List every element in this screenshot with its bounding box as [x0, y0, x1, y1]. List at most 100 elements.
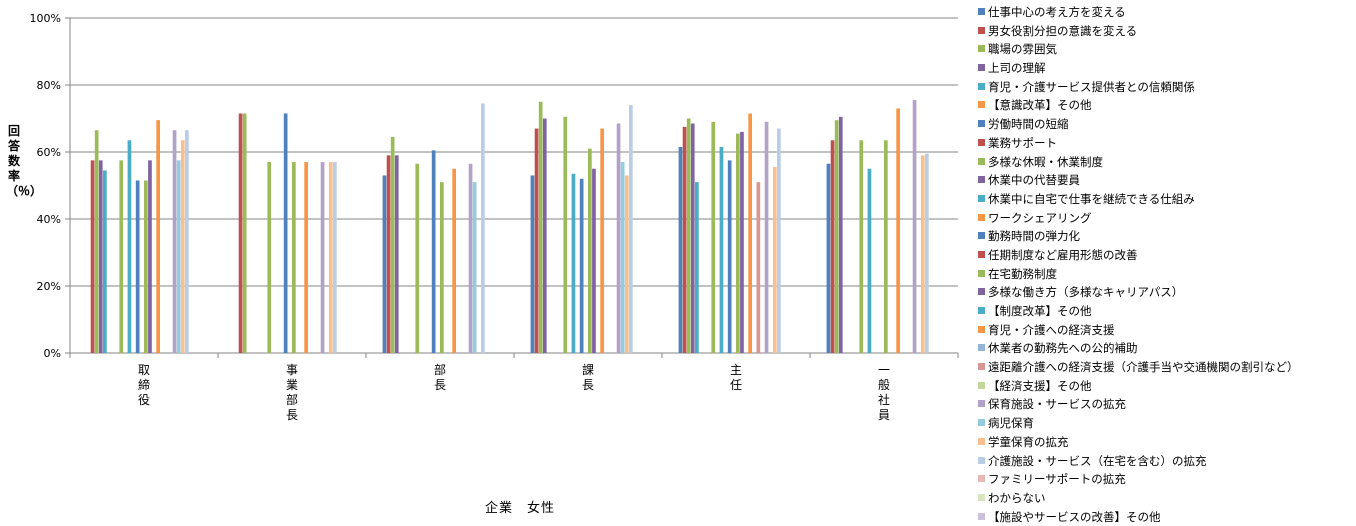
bar [267, 162, 272, 353]
bar [736, 133, 740, 353]
legend-item: 休業中の代替要員 [978, 171, 1356, 190]
legend-label: 育児・介護への経済支援 [988, 322, 1115, 337]
x-tick-label: 長 [286, 408, 298, 422]
bar [127, 140, 132, 353]
legend-swatch [978, 26, 985, 34]
bar [468, 163, 473, 353]
legend-swatch [978, 269, 985, 277]
bar [838, 116, 843, 353]
x-tick-label: 社 [878, 392, 890, 407]
legend-label: 学童保育の拡充 [988, 434, 1069, 449]
legend-swatch [978, 419, 985, 427]
legend-item: 在宅勤務制度 [978, 265, 1356, 284]
legend-label: 【経済支援】その他 [988, 378, 1092, 393]
bar [320, 162, 325, 353]
legend-item: 多様な働き方（多様なキャリアパス） [978, 283, 1356, 302]
bar [148, 160, 152, 353]
bar [242, 113, 247, 353]
legend-label: 仕事中心の考え方を変える [988, 5, 1126, 19]
bar [925, 153, 929, 353]
bar [382, 175, 387, 353]
legend-item: ファミリーサポートの拡充 [978, 470, 1356, 489]
bar [328, 162, 333, 353]
bar [682, 126, 687, 353]
bar [777, 128, 781, 353]
bar [826, 163, 831, 353]
bar [748, 113, 752, 353]
bar [135, 180, 140, 353]
x-tick-label: 長 [434, 378, 446, 392]
legend-swatch [978, 157, 985, 165]
legend-swatch [978, 325, 985, 333]
legend-swatch [978, 101, 985, 109]
x-tick-label: 員 [878, 408, 890, 422]
legend-label: 育児・介護サービス提供者との信頼関係 [988, 79, 1195, 94]
bar [144, 180, 148, 353]
bar [98, 160, 103, 353]
x-tick-label: 業 [286, 378, 298, 392]
legend-swatch [978, 400, 985, 408]
bar [386, 155, 391, 353]
legend-swatch [978, 176, 985, 184]
legend-swatch [978, 82, 985, 90]
y-tick-label: 60% [37, 146, 61, 159]
bar [431, 150, 436, 353]
bar [176, 160, 181, 353]
x-tick-label: 一 [878, 363, 890, 377]
legend-item: 勤務時間の弾力化 [978, 227, 1356, 246]
legend-item: 遠距離介護への経済支援（介護手当や交通機関の割引など） [978, 358, 1356, 377]
bar [592, 168, 596, 353]
bar [292, 162, 296, 353]
bar [415, 163, 420, 353]
legend-label: 【意識改革】その他 [988, 98, 1092, 113]
bar [719, 146, 724, 353]
legend-swatch [978, 288, 985, 296]
bar [563, 116, 568, 353]
legend-item: 多様な休暇・休業制度 [978, 153, 1356, 172]
legend-label: 休業者の勤務先への公的補助 [988, 341, 1138, 356]
legend-label: 遠距離介護への経済支援（介護手当や交通機関の割引など） [988, 360, 1299, 375]
bar [283, 113, 288, 353]
legend-swatch [978, 213, 985, 221]
bar [534, 128, 539, 353]
legend-item: 上司の理解 [978, 59, 1356, 78]
legend-swatch [978, 8, 985, 15]
bar [920, 155, 925, 353]
bar [530, 175, 535, 353]
bar [695, 182, 699, 353]
legend-item: 病児保育 [978, 414, 1356, 433]
legend-label: 多様な休暇・休業制度 [988, 154, 1103, 169]
legend-swatch [978, 344, 985, 352]
legend-label: 病児保育 [988, 416, 1034, 431]
legend-swatch [978, 493, 985, 501]
bar [859, 140, 864, 353]
legend-item: 育児・介護サービス提供者との信頼関係 [978, 78, 1356, 97]
legend-label: 職場の雰囲気 [988, 42, 1057, 57]
bar [538, 101, 543, 353]
legend-label: わからない [988, 490, 1046, 505]
bar [772, 167, 777, 353]
bar [711, 121, 716, 353]
bar [678, 146, 683, 353]
x-axis-title: 企業 女性 [484, 501, 555, 516]
legend-swatch [978, 475, 985, 483]
bar [884, 140, 888, 353]
bar [629, 105, 633, 353]
legend-item: 育児・介護への経済支援 [978, 321, 1356, 340]
bar [588, 148, 592, 353]
bar [896, 108, 900, 353]
bar [690, 123, 695, 354]
x-tick-label: 取 [138, 363, 150, 377]
bar [394, 155, 399, 353]
legend-swatch [978, 381, 985, 389]
legend-label: 労働時間の短縮 [988, 117, 1069, 132]
bar [912, 100, 917, 353]
x-tick-label: 長 [582, 378, 594, 392]
x-tick-label: 事 [286, 363, 298, 377]
bar [542, 118, 547, 353]
legend-label: 多様な働き方（多様なキャリアパス） [988, 285, 1184, 300]
bar [616, 123, 621, 354]
legend-item: 仕事中心の考え方を変える [978, 3, 1356, 22]
legend-item: 【経済支援】その他 [978, 377, 1356, 396]
bar [185, 130, 189, 353]
